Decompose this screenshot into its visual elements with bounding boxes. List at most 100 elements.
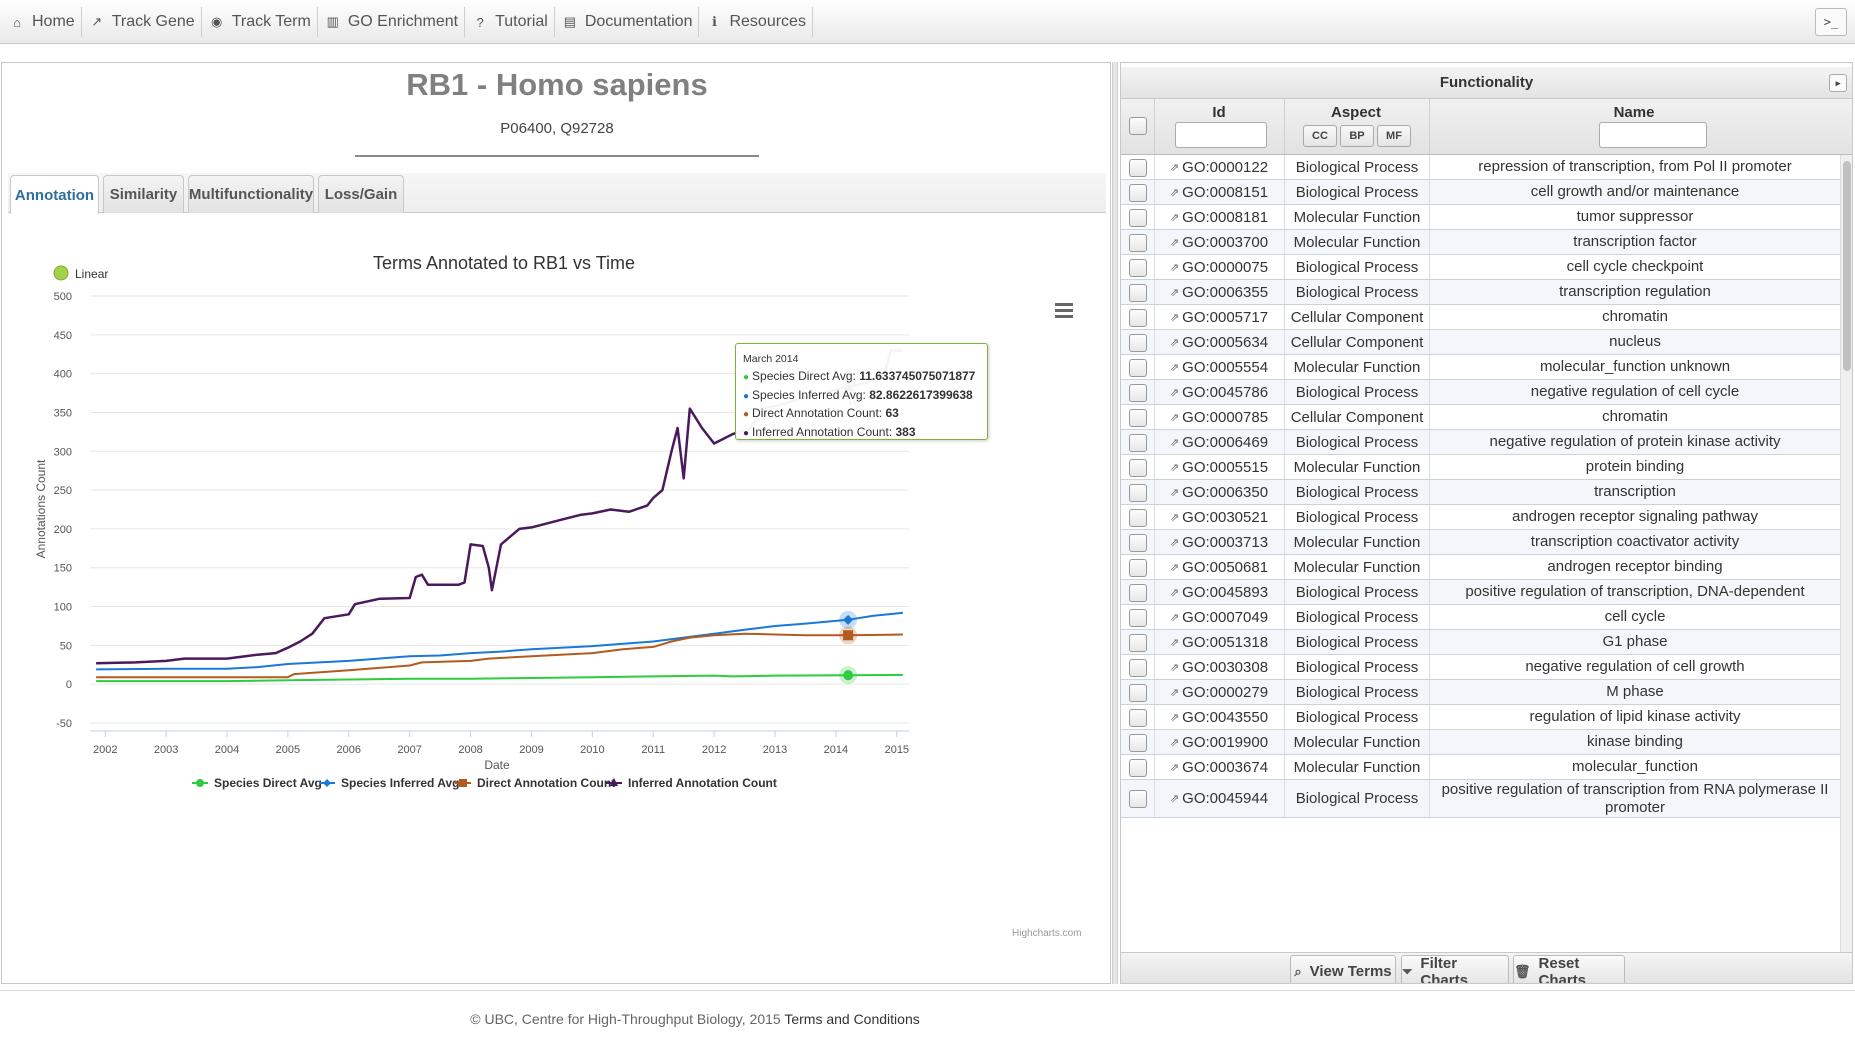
go-id-link[interactable]: GO:0003674 (1182, 758, 1269, 776)
go-id-cell[interactable]: ⇗ GO:0030308 (1154, 655, 1284, 679)
row-checkbox[interactable] (1129, 334, 1147, 352)
row-checkbox[interactable] (1129, 284, 1147, 302)
table-row[interactable]: ⇗ GO:0043550 Biological Process regulation … (1121, 705, 1840, 730)
go-id-cell[interactable]: ⇗ GO:0000122 (1154, 155, 1284, 179)
go-id-link[interactable]: GO:0005515 (1182, 458, 1269, 476)
go-id-link[interactable]: GO:0006355 (1182, 283, 1269, 301)
filter-charts-button[interactable]: ⏷ Filter Charts (1401, 955, 1509, 983)
table-row[interactable]: ⇗ GO:0005717 Cellular Component chromatin (1121, 305, 1840, 330)
row-checkbox[interactable] (1129, 534, 1147, 552)
go-id-cell[interactable]: ⇗ GO:0000279 (1154, 680, 1284, 704)
go-id-cell[interactable]: ⇗ GO:0000075 (1154, 255, 1284, 279)
go-id-cell[interactable]: ⇗ GO:0019900 (1154, 730, 1284, 754)
go-id-link[interactable]: GO:0030308 (1182, 658, 1269, 676)
table-row[interactable]: ⇗ GO:0003713 Molecular Function transcripti… (1121, 530, 1840, 555)
row-checkbox[interactable] (1129, 634, 1147, 652)
panel-splitter[interactable] (1112, 62, 1118, 984)
go-id-link[interactable]: GO:0050681 (1182, 558, 1269, 576)
row-checkbox[interactable] (1129, 484, 1147, 502)
go-id-link[interactable]: GO:0045944 (1182, 790, 1269, 807)
aspect-mf-button[interactable]: MF (1377, 125, 1411, 147)
name-column-header[interactable]: Name (1613, 104, 1655, 121)
select-all-checkbox[interactable] (1129, 117, 1147, 135)
scroll-thumb[interactable] (1843, 161, 1851, 371)
table-row[interactable]: ⇗ GO:0000122 Biological Process repression … (1121, 155, 1840, 180)
row-checkbox[interactable] (1129, 609, 1147, 627)
nav-home[interactable]: ⌂ Home (2, 7, 82, 37)
table-row[interactable]: ⇗ GO:0045944 Biological Process positive re… (1121, 780, 1840, 818)
id-filter-input[interactable] (1175, 122, 1267, 148)
grid-scrollbar[interactable] (1840, 155, 1852, 952)
row-checkbox[interactable] (1129, 434, 1147, 452)
table-row[interactable]: ⇗ GO:0005634 Cellular Component nucleus (1121, 330, 1840, 355)
row-checkbox[interactable] (1129, 409, 1147, 427)
table-row[interactable]: ⇗ GO:0006355 Biological Process transcripti… (1121, 280, 1840, 305)
go-id-link[interactable]: GO:0000785 (1182, 408, 1269, 426)
go-id-link[interactable]: GO:0005717 (1182, 308, 1269, 326)
go-id-link[interactable]: GO:0008151 (1182, 183, 1269, 201)
table-row[interactable]: ⇗ GO:0030521 Biological Process androgen re… (1121, 505, 1840, 530)
go-id-link[interactable]: GO:0005554 (1182, 358, 1269, 376)
table-row[interactable]: ⇗ GO:0050681 Molecular Function androgen re… (1121, 555, 1840, 580)
table-row[interactable]: ⇗ GO:0008181 Molecular Function tumor suppr… (1121, 205, 1840, 230)
table-row[interactable]: ⇗ GO:0008151 Biological Process cell growth… (1121, 180, 1840, 205)
go-id-cell[interactable]: ⇗ GO:0006355 (1154, 280, 1284, 304)
table-row[interactable]: ⇗ GO:0003700 Molecular Function transcripti… (1121, 230, 1840, 255)
tab-similarity[interactable]: Similarity (103, 175, 184, 213)
tab-annotation[interactable]: Annotation (10, 175, 99, 214)
collapse-panel-icon[interactable]: ▸ (1829, 74, 1847, 92)
id-column-header[interactable]: Id (1212, 104, 1226, 121)
row-checkbox[interactable] (1129, 734, 1147, 752)
go-id-cell[interactable]: ⇗ GO:0000785 (1154, 405, 1284, 429)
go-id-link[interactable]: GO:0051318 (1182, 633, 1269, 651)
table-row[interactable]: ⇗ GO:0000279 Biological Process M phase (1121, 680, 1840, 705)
go-id-link[interactable]: GO:0043550 (1182, 708, 1269, 726)
row-checkbox[interactable] (1129, 790, 1147, 808)
go-id-link[interactable]: GO:0005634 (1182, 333, 1269, 351)
go-id-cell[interactable]: ⇗ GO:0005634 (1154, 330, 1284, 354)
view-terms-button[interactable]: ⌕ View Terms (1290, 955, 1396, 983)
row-checkbox[interactable] (1129, 309, 1147, 327)
table-row[interactable]: ⇗ GO:0007049 Biological Process cell cycle (1121, 605, 1840, 630)
go-id-cell[interactable]: ⇗ GO:0051318 (1154, 630, 1284, 654)
row-checkbox[interactable] (1129, 709, 1147, 727)
go-id-link[interactable]: GO:0006350 (1182, 483, 1269, 501)
nav-track-term[interactable]: ◉ Track Term (202, 7, 318, 37)
go-id-link[interactable]: GO:0000122 (1182, 158, 1269, 176)
table-row[interactable]: ⇗ GO:0000075 Biological Process cell cycle … (1121, 255, 1840, 280)
chart-menu-icon[interactable] (1055, 303, 1073, 321)
aspect-bp-button[interactable]: BP (1340, 125, 1374, 147)
table-row[interactable]: ⇗ GO:0019900 Molecular Function kinase bind… (1121, 730, 1840, 755)
go-id-link[interactable]: GO:0030521 (1182, 508, 1269, 526)
row-checkbox[interactable] (1129, 584, 1147, 602)
row-checkbox[interactable] (1129, 234, 1147, 252)
go-id-cell[interactable]: ⇗ GO:0006469 (1154, 430, 1284, 454)
go-id-cell[interactable]: ⇗ GO:0008151 (1154, 180, 1284, 204)
go-id-link[interactable]: GO:0008181 (1182, 208, 1269, 226)
nav-track-gene[interactable]: ↗ Track Gene (82, 7, 202, 37)
nav-go-enrichment[interactable]: ▥ GO Enrichment (318, 7, 466, 37)
go-id-cell[interactable]: ⇗ GO:0005515 (1154, 455, 1284, 479)
go-id-link[interactable]: GO:0006469 (1182, 433, 1269, 451)
row-checkbox[interactable] (1129, 459, 1147, 477)
go-id-cell[interactable]: ⇗ GO:0005554 (1154, 355, 1284, 379)
table-row[interactable]: ⇗ GO:0030308 Biological Process negative re… (1121, 655, 1840, 680)
go-id-cell[interactable]: ⇗ GO:0003674 (1154, 755, 1284, 779)
row-checkbox[interactable] (1129, 209, 1147, 227)
go-id-cell[interactable]: ⇗ GO:0003700 (1154, 230, 1284, 254)
go-id-cell[interactable]: ⇗ GO:0045786 (1154, 380, 1284, 404)
go-id-cell[interactable]: ⇗ GO:0045893 (1154, 580, 1284, 604)
go-id-cell[interactable]: ⇗ GO:0043550 (1154, 705, 1284, 729)
nav-tutorial[interactable]: ? Tutorial (465, 7, 555, 37)
table-row[interactable]: ⇗ GO:0005554 Molecular Function molecular_f… (1121, 355, 1840, 380)
go-id-cell[interactable]: ⇗ GO:0007049 (1154, 605, 1284, 629)
table-row[interactable]: ⇗ GO:0045893 Biological Process positive re… (1121, 580, 1840, 605)
terms-link[interactable]: Terms and Conditions (784, 1011, 920, 1027)
table-row[interactable]: ⇗ GO:0005515 Molecular Function protein bin… (1121, 455, 1840, 480)
chart-credits[interactable]: Highcharts.com (1012, 928, 1082, 939)
row-checkbox[interactable] (1129, 259, 1147, 277)
go-id-cell[interactable]: ⇗ GO:0008181 (1154, 205, 1284, 229)
reset-charts-button[interactable]: 🗑 Reset Charts (1513, 955, 1625, 983)
go-id-link[interactable]: GO:0045893 (1182, 583, 1269, 601)
row-checkbox[interactable] (1129, 659, 1147, 677)
